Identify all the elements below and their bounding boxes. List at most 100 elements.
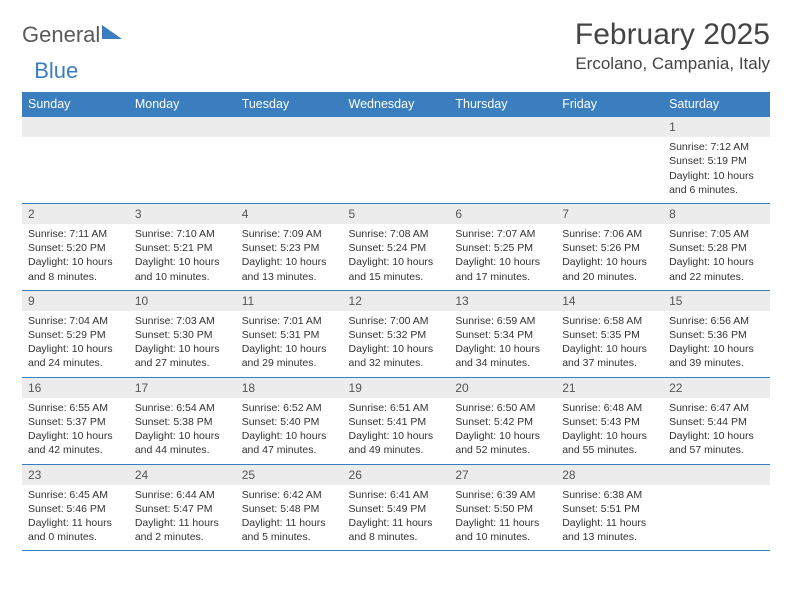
calendar-day-cell: 14Sunrise: 6:58 AMSunset: 5:35 PMDayligh… [556, 290, 663, 377]
day-details: Sunrise: 6:54 AMSunset: 5:38 PMDaylight:… [129, 398, 236, 464]
day-number: 25 [236, 465, 343, 485]
day-number [236, 117, 343, 137]
calendar-week-row: 23Sunrise: 6:45 AMSunset: 5:46 PMDayligh… [22, 464, 770, 551]
day-number: 8 [663, 204, 770, 224]
calendar-day-cell: 4Sunrise: 7:09 AMSunset: 5:23 PMDaylight… [236, 203, 343, 290]
day-number: 13 [449, 291, 556, 311]
day-number: 27 [449, 465, 556, 485]
day-number: 7 [556, 204, 663, 224]
sail-icon [102, 25, 122, 39]
day-details: Sunrise: 7:07 AMSunset: 5:25 PMDaylight:… [449, 224, 556, 290]
day-number: 11 [236, 291, 343, 311]
day-number: 9 [22, 291, 129, 311]
calendar-head: SundayMondayTuesdayWednesdayThursdayFrid… [22, 92, 770, 117]
calendar-week-row: 16Sunrise: 6:55 AMSunset: 5:37 PMDayligh… [22, 377, 770, 464]
day-number: 24 [129, 465, 236, 485]
calendar-day-cell [129, 117, 236, 204]
day-details: Sunrise: 7:04 AMSunset: 5:29 PMDaylight:… [22, 311, 129, 377]
day-number [22, 117, 129, 137]
calendar-day-cell: 13Sunrise: 6:59 AMSunset: 5:34 PMDayligh… [449, 290, 556, 377]
day-details [556, 137, 663, 160]
day-details: Sunrise: 6:44 AMSunset: 5:47 PMDaylight:… [129, 485, 236, 551]
calendar-day-cell [22, 117, 129, 204]
day-number: 15 [663, 291, 770, 311]
calendar-day-cell: 12Sunrise: 7:00 AMSunset: 5:32 PMDayligh… [343, 290, 450, 377]
calendar-day-cell: 2Sunrise: 7:11 AMSunset: 5:20 PMDaylight… [22, 203, 129, 290]
calendar-table: SundayMondayTuesdayWednesdayThursdayFrid… [22, 92, 770, 551]
day-details: Sunrise: 6:58 AMSunset: 5:35 PMDaylight:… [556, 311, 663, 377]
day-details [129, 137, 236, 160]
calendar-day-cell: 16Sunrise: 6:55 AMSunset: 5:37 PMDayligh… [22, 377, 129, 464]
day-details: Sunrise: 7:10 AMSunset: 5:21 PMDaylight:… [129, 224, 236, 290]
day-number: 6 [449, 204, 556, 224]
location-subtitle: Ercolano, Campania, Italy [575, 54, 770, 74]
calendar-day-cell: 5Sunrise: 7:08 AMSunset: 5:24 PMDaylight… [343, 203, 450, 290]
calendar-week-row: 2Sunrise: 7:11 AMSunset: 5:20 PMDaylight… [22, 203, 770, 290]
day-details: Sunrise: 7:12 AMSunset: 5:19 PMDaylight:… [663, 137, 770, 203]
day-details: Sunrise: 6:38 AMSunset: 5:51 PMDaylight:… [556, 485, 663, 551]
day-details: Sunrise: 6:50 AMSunset: 5:42 PMDaylight:… [449, 398, 556, 464]
day-number: 1 [663, 117, 770, 137]
day-header: Sunday [22, 92, 129, 117]
day-number: 20 [449, 378, 556, 398]
day-details: Sunrise: 7:06 AMSunset: 5:26 PMDaylight:… [556, 224, 663, 290]
calendar-page: General February 2025 Ercolano, Campania… [0, 0, 792, 569]
calendar-day-cell [343, 117, 450, 204]
day-number: 16 [22, 378, 129, 398]
day-number: 23 [22, 465, 129, 485]
day-number: 10 [129, 291, 236, 311]
day-details [22, 137, 129, 160]
calendar-week-row: 9Sunrise: 7:04 AMSunset: 5:29 PMDaylight… [22, 290, 770, 377]
day-details: Sunrise: 6:41 AMSunset: 5:49 PMDaylight:… [343, 485, 450, 551]
brand-part2: Blue [34, 58, 78, 83]
day-details [449, 137, 556, 160]
calendar-day-cell [663, 464, 770, 551]
day-number: 21 [556, 378, 663, 398]
calendar-week-row: 1Sunrise: 7:12 AMSunset: 5:19 PMDaylight… [22, 117, 770, 204]
day-details: Sunrise: 7:01 AMSunset: 5:31 PMDaylight:… [236, 311, 343, 377]
day-details: Sunrise: 7:05 AMSunset: 5:28 PMDaylight:… [663, 224, 770, 290]
day-details [343, 137, 450, 160]
day-details: Sunrise: 6:48 AMSunset: 5:43 PMDaylight:… [556, 398, 663, 464]
day-details: Sunrise: 6:51 AMSunset: 5:41 PMDaylight:… [343, 398, 450, 464]
calendar-day-cell: 24Sunrise: 6:44 AMSunset: 5:47 PMDayligh… [129, 464, 236, 551]
day-details: Sunrise: 6:56 AMSunset: 5:36 PMDaylight:… [663, 311, 770, 377]
day-details: Sunrise: 7:11 AMSunset: 5:20 PMDaylight:… [22, 224, 129, 290]
brand-logo: General [22, 18, 122, 48]
calendar-day-cell: 27Sunrise: 6:39 AMSunset: 5:50 PMDayligh… [449, 464, 556, 551]
day-number: 22 [663, 378, 770, 398]
calendar-day-cell [449, 117, 556, 204]
calendar-day-cell: 23Sunrise: 6:45 AMSunset: 5:46 PMDayligh… [22, 464, 129, 551]
day-details: Sunrise: 7:00 AMSunset: 5:32 PMDaylight:… [343, 311, 450, 377]
day-number: 17 [129, 378, 236, 398]
day-details: Sunrise: 6:47 AMSunset: 5:44 PMDaylight:… [663, 398, 770, 464]
day-number: 12 [343, 291, 450, 311]
day-number: 28 [556, 465, 663, 485]
calendar-day-cell: 22Sunrise: 6:47 AMSunset: 5:44 PMDayligh… [663, 377, 770, 464]
day-number [663, 465, 770, 485]
calendar-day-cell: 6Sunrise: 7:07 AMSunset: 5:25 PMDaylight… [449, 203, 556, 290]
day-details: Sunrise: 7:03 AMSunset: 5:30 PMDaylight:… [129, 311, 236, 377]
day-details: Sunrise: 6:45 AMSunset: 5:46 PMDaylight:… [22, 485, 129, 551]
calendar-day-cell [236, 117, 343, 204]
calendar-day-cell [556, 117, 663, 204]
day-details: Sunrise: 6:52 AMSunset: 5:40 PMDaylight:… [236, 398, 343, 464]
day-number: 5 [343, 204, 450, 224]
day-header: Saturday [663, 92, 770, 117]
day-number: 18 [236, 378, 343, 398]
brand-part1: General [22, 22, 100, 48]
day-header: Friday [556, 92, 663, 117]
day-header: Wednesday [343, 92, 450, 117]
day-details: Sunrise: 6:59 AMSunset: 5:34 PMDaylight:… [449, 311, 556, 377]
calendar-day-cell: 1Sunrise: 7:12 AMSunset: 5:19 PMDaylight… [663, 117, 770, 204]
day-number [556, 117, 663, 137]
day-header: Monday [129, 92, 236, 117]
calendar-day-cell: 21Sunrise: 6:48 AMSunset: 5:43 PMDayligh… [556, 377, 663, 464]
day-number: 3 [129, 204, 236, 224]
calendar-day-cell: 3Sunrise: 7:10 AMSunset: 5:21 PMDaylight… [129, 203, 236, 290]
calendar-day-cell: 19Sunrise: 6:51 AMSunset: 5:41 PMDayligh… [343, 377, 450, 464]
calendar-day-cell: 17Sunrise: 6:54 AMSunset: 5:38 PMDayligh… [129, 377, 236, 464]
day-number [449, 117, 556, 137]
day-number: 14 [556, 291, 663, 311]
calendar-day-cell: 7Sunrise: 7:06 AMSunset: 5:26 PMDaylight… [556, 203, 663, 290]
